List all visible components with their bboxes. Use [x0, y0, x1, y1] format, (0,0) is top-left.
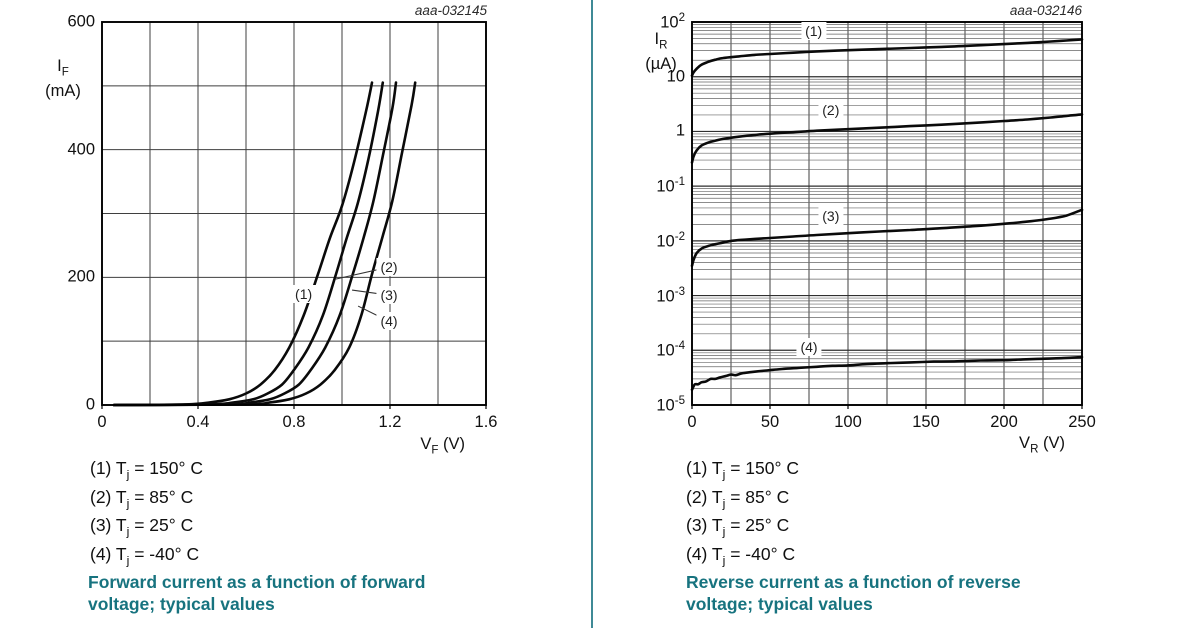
y-tick-label: 10-1	[656, 175, 685, 196]
x-tick-label: 0	[97, 413, 107, 431]
x-axis-label: VR (V)	[1019, 434, 1065, 456]
legend-item: (2) Tj = 85° C	[90, 486, 194, 511]
curve-(4)	[690, 355, 1084, 391]
x-tick-label: 1.2	[378, 413, 402, 431]
legend-item: (2) Tj = 85° C	[686, 486, 790, 511]
curve-(3)	[690, 208, 1084, 268]
legend-item: (4) Tj = -40° C	[686, 543, 796, 568]
x-tick-label: 0.8	[282, 413, 306, 431]
curve-(3)	[112, 81, 398, 407]
legend-item: (3) Tj = 25° C	[686, 515, 790, 539]
y-tick-label: 1	[675, 121, 685, 140]
curve-(2)	[690, 113, 1084, 164]
plot-frame	[691, 21, 1083, 406]
legend-item: (3) Tj = 25° C	[90, 515, 194, 539]
curve-(2)	[112, 81, 385, 407]
y-tick-label: 10-3	[656, 285, 685, 305]
curve-label-(2): (2)	[818, 101, 844, 120]
y-tick-label: 200	[67, 267, 95, 286]
curve-label-(3): (3)	[818, 207, 844, 226]
x-tick-label: 200	[990, 413, 1018, 431]
curve-label-(4): (4)	[796, 337, 822, 356]
temperature-legend-right: (1) Tj = 150° C (2) Tj = 85° C (3) Tj = 25…	[686, 457, 799, 571]
y-tick-label: 0	[85, 395, 95, 414]
curve-(1)	[112, 81, 374, 407]
panel-divider	[591, 0, 593, 628]
y-tick-label: 400	[67, 140, 95, 159]
curve-label-(1): (1)	[801, 22, 827, 41]
x-axis-label: VF (V)	[420, 435, 465, 457]
x-tick-label: 100	[834, 413, 862, 431]
y-tick-label: 10-2	[656, 230, 685, 251]
curve-label-(1): (1)	[291, 284, 317, 303]
x-tick-label: 250	[1068, 413, 1096, 431]
y-axis-label: IR (µA)	[645, 30, 677, 74]
x-tick-label: 1.6	[474, 413, 498, 431]
y-tick-label: 10-5	[656, 394, 685, 415]
legend-item: (4) Tj = -40° C	[90, 543, 200, 568]
x-tick-label: 150	[912, 413, 940, 431]
x-tick-label: 50	[760, 413, 780, 431]
curve-(4)	[112, 81, 417, 407]
y-axis-label: IF (mA)	[45, 57, 81, 101]
curve-label-(2): (2)	[376, 258, 402, 277]
x-tick-label: 0.4	[186, 413, 210, 431]
figure-caption-right: Reverse current as a function of reverse…	[686, 572, 1021, 614]
x-tick-label: 0	[687, 413, 697, 431]
plot-frame	[101, 21, 487, 406]
y-tick-label: 102	[660, 11, 685, 32]
temperature-legend-left: (1) Tj = 150° C (2) Tj = 85° C (3) Tj = 25…	[90, 457, 203, 571]
curve-label-(4): (4)	[376, 312, 402, 331]
curve-label-(3): (3)	[376, 286, 402, 305]
y-tick-label: 10	[666, 67, 685, 86]
y-tick-label: 600	[67, 12, 95, 31]
figure-id-left: aaa-032145	[414, 3, 487, 18]
legend-item: (1) Tj = 150° C	[686, 458, 799, 482]
y-tick-label: 10-4	[656, 340, 685, 360]
legend-item: (1) Tj = 150° C	[90, 458, 203, 482]
figure-id-right: aaa-032146	[1009, 3, 1082, 18]
curve-(1)	[690, 38, 1084, 77]
figure-caption-left: Forward current as a function of forward…	[88, 572, 426, 614]
